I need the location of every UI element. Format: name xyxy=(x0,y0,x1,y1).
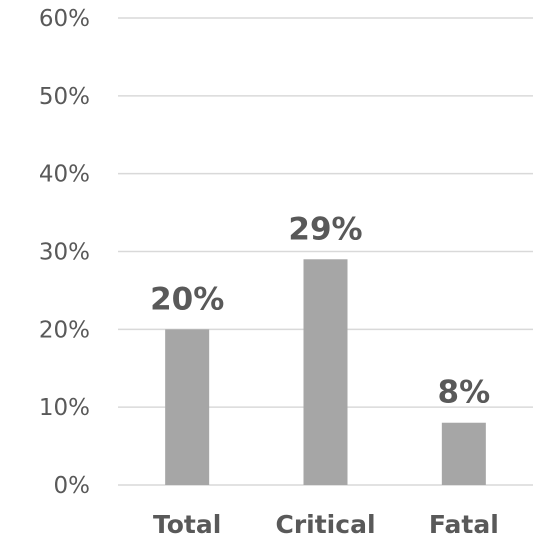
y-tick-label: 40% xyxy=(39,162,90,188)
category-label-fatal: Fatal xyxy=(429,510,499,539)
y-tick-label: 0% xyxy=(54,473,91,499)
data-labels: 20% 29% 8% xyxy=(150,211,490,410)
data-label-critical: 29% xyxy=(288,211,362,247)
y-axis-tick-labels: 0% 10% 20% 30% 40% 50% 60% xyxy=(39,6,90,499)
x-axis-category-labels: Total Critical Fatal xyxy=(153,510,499,539)
y-tick-label: 20% xyxy=(39,317,90,343)
y-tick-label: 60% xyxy=(39,6,90,32)
data-label-fatal: 8% xyxy=(438,375,491,411)
y-tick-label: 10% xyxy=(39,395,90,421)
y-tick-label: 50% xyxy=(39,84,90,110)
bars xyxy=(165,259,486,485)
data-label-total: 20% xyxy=(150,281,224,317)
category-label-total: Total xyxy=(153,510,221,539)
bar-fatal xyxy=(441,422,486,485)
y-tick-label: 30% xyxy=(39,240,90,266)
category-label-critical: Critical xyxy=(275,510,375,539)
bar-total xyxy=(165,329,210,485)
bar-critical xyxy=(303,259,348,485)
